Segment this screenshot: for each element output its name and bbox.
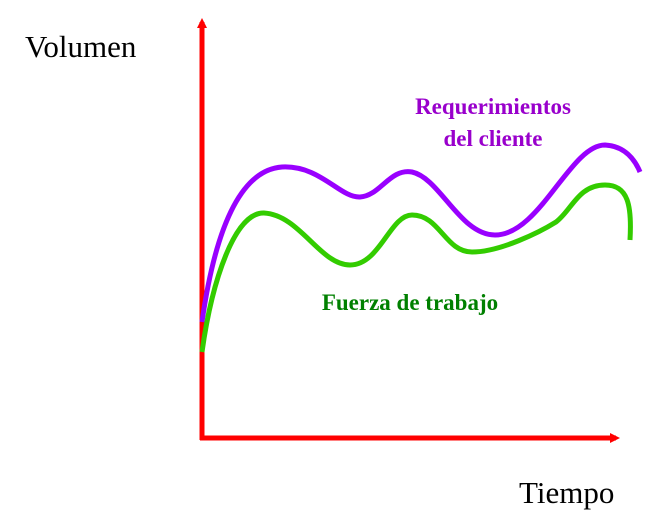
curve-label: Fuerza de trabajo: [322, 290, 498, 315]
curve-label: del cliente: [444, 126, 543, 151]
y-axis-label: Volumen: [25, 29, 137, 64]
x-axis-label: Tiempo: [519, 475, 614, 510]
curve-label: Requerimientos: [415, 94, 571, 119]
demand-curve: [199, 142, 643, 323]
workforce-curve: [199, 182, 633, 353]
